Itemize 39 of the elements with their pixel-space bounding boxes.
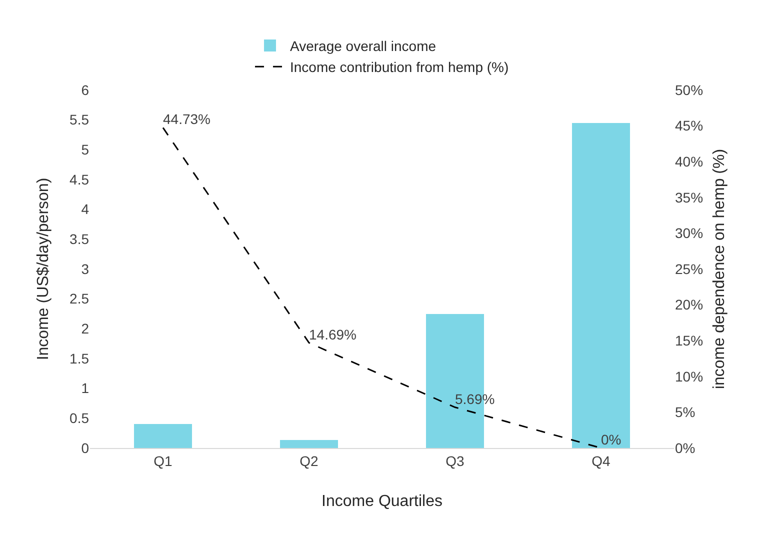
- y2-axis-title: income dependence on hemp (%): [711, 148, 728, 390]
- y2-tick-label: 20%: [675, 296, 704, 313]
- x-tick-label: Q4: [592, 452, 611, 469]
- bar: [572, 123, 630, 448]
- x-tick-label: Q1: [154, 452, 173, 469]
- x-tick-label: Q3: [446, 452, 465, 469]
- x-tick-label: Q2: [300, 452, 319, 469]
- y2-tick-label: 30%: [675, 225, 704, 242]
- x-axis-title: Income Quartiles: [322, 493, 442, 510]
- y-tick-label: 5.5: [70, 112, 90, 128]
- y-tick-label: 4: [81, 201, 90, 218]
- data-label: 44.73%: [163, 111, 210, 128]
- y-tick-label: 1.5: [70, 350, 90, 366]
- y2-tick-label: 25%: [675, 260, 704, 277]
- legend-label: Income contribution from hemp (%): [290, 59, 509, 76]
- y-tick-label: 4.5: [70, 171, 90, 188]
- y-tick-label: 0.5: [70, 410, 90, 426]
- y2-tick-label: 15%: [675, 332, 704, 348]
- y-tick-label: 0: [81, 440, 90, 456]
- y-tick-label: 5: [81, 142, 90, 158]
- y-tick-label: 3: [81, 260, 90, 277]
- y-tick-label: 2: [81, 320, 90, 337]
- y2-tick-label: 5%: [675, 404, 696, 420]
- y2-tick-label: 45%: [675, 118, 704, 134]
- y-tick-label: 3.5: [70, 231, 90, 248]
- bar: [280, 440, 338, 448]
- y2-tick-label: 40%: [675, 154, 704, 170]
- data-label: 0%: [601, 432, 622, 448]
- legend-label: Average overall income: [290, 38, 436, 54]
- y-tick-label: 6: [81, 82, 90, 98]
- y-tick-label: 2.5: [70, 290, 90, 307]
- y2-tick-label: 0%: [675, 440, 696, 456]
- y2-tick-label: 10%: [675, 368, 704, 384]
- y2-tick-label: 50%: [675, 82, 704, 98]
- data-label: 14.69%: [309, 326, 356, 342]
- y2-tick-label: 35%: [675, 189, 704, 206]
- bar: [134, 424, 192, 448]
- y-tick-label: 1: [81, 380, 90, 396]
- y-axis-title: Income (US$/day/person): [35, 178, 52, 360]
